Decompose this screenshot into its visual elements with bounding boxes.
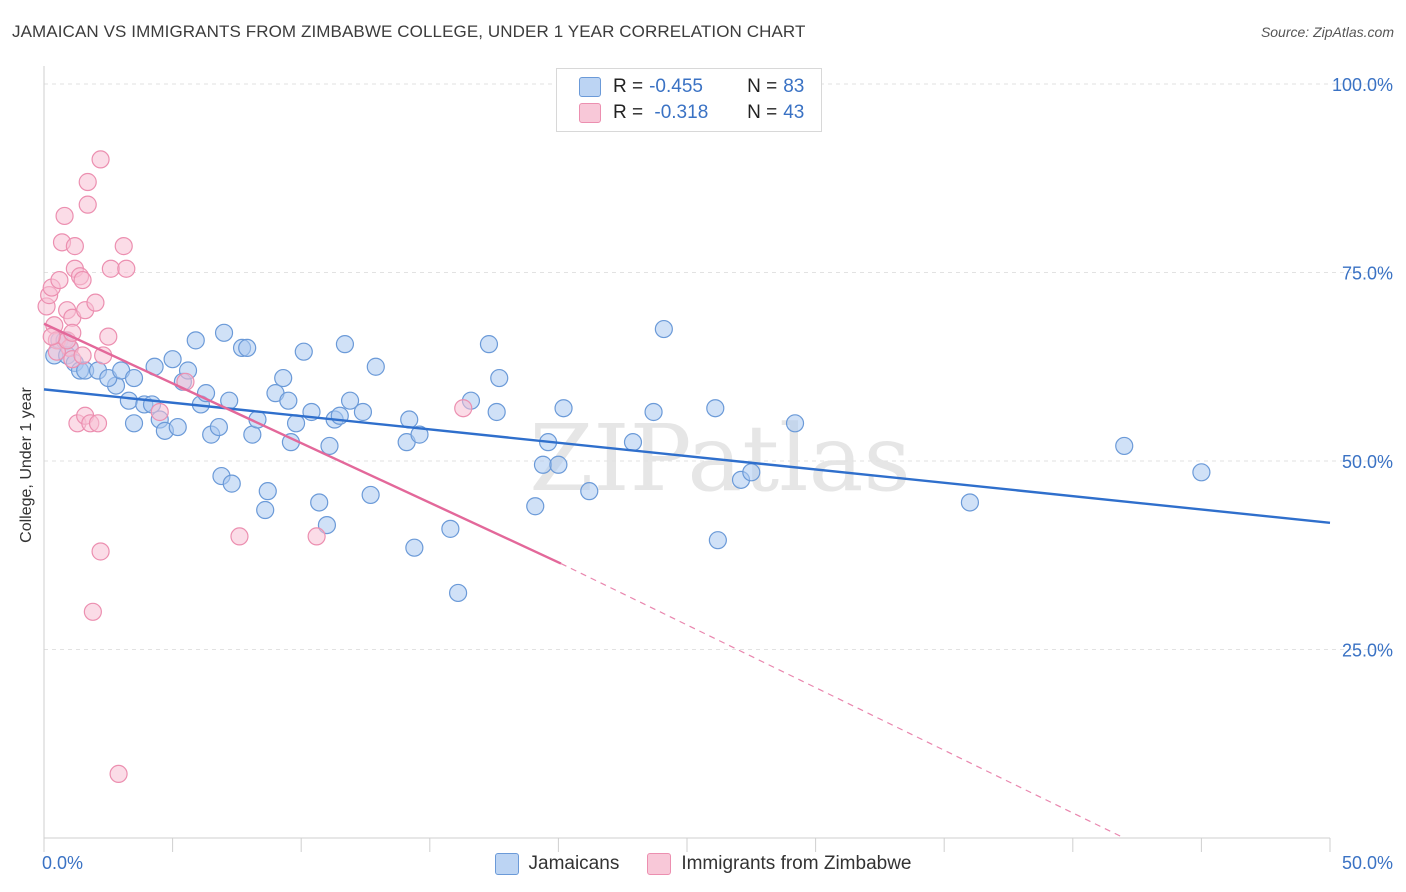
zimbabwe-point (230, 527, 249, 546)
y-tick-label: 75.0% (1342, 264, 1393, 284)
jamaicans-point (623, 433, 643, 452)
jamaicans-trend-line (43, 388, 1331, 525)
jamaicans-point (742, 463, 761, 482)
jamaicans-point (243, 425, 262, 444)
jamaicans-point (119, 391, 138, 410)
y-tick-label: 25.0% (1342, 641, 1393, 661)
zimbabwe-point (50, 270, 69, 290)
zimbabwe-point (65, 237, 84, 256)
n-value: 83 (783, 76, 805, 97)
jamaicans-point (706, 399, 725, 418)
r-value: -0.318 (649, 102, 709, 123)
r-label: R = (613, 102, 644, 123)
n-value: 43 (783, 102, 805, 123)
jamaicans-point (1192, 463, 1211, 482)
zimbabwe-point (307, 527, 326, 546)
legend-label-jamaicans: Jamaicans (528, 853, 620, 874)
legend-item-zimbabwe[interactable]: Immigrants from Zimbabwe (647, 853, 912, 875)
chart-title: JAMAICAN VS IMMIGRANTS FROM ZIMBABWE COL… (12, 22, 806, 41)
jamaicans-point (405, 538, 424, 557)
jamaicans-point (361, 485, 380, 505)
jamaicans-point (124, 368, 144, 388)
stats-legend-row-jamaicans: R = -0.455 N = 83 (579, 75, 804, 99)
zimbabwe-trend-line (43, 322, 562, 565)
x-tick-label: 50.0% (1342, 853, 1393, 873)
jamaicans-point (490, 368, 509, 388)
source-label: Source: ZipAtlas.com (1260, 24, 1394, 40)
jamaicans-point (487, 402, 506, 422)
jamaicans-point (353, 402, 373, 422)
n-label: N = (747, 76, 778, 97)
jamaicans-point (366, 357, 385, 376)
jamaicans-point (168, 417, 187, 437)
zimbabwe-swatch (579, 103, 601, 123)
zimbabwe-point (78, 172, 97, 192)
jamaicans-point (580, 482, 599, 501)
zimbabwe-point (99, 327, 118, 346)
jamaicans-point (410, 425, 429, 444)
jamaicans-point (222, 474, 241, 493)
jamaicans-point (644, 402, 663, 422)
jamaicans-point (441, 519, 460, 538)
jamaicans-point (479, 335, 499, 354)
jamaicans-point (124, 414, 144, 433)
x-tick-label: 0.0% (42, 853, 83, 873)
y-tick-label: 100.0% (1332, 75, 1393, 95)
jamaicans-point (310, 493, 329, 512)
legend-item-jamaicans[interactable]: Jamaicans (494, 853, 620, 875)
zimbabwe-point (117, 259, 136, 278)
jamaicans-point (256, 500, 275, 520)
zimbabwe-point (114, 237, 133, 256)
jamaicans-point (320, 436, 339, 456)
jamaicans-swatch (494, 853, 519, 875)
jamaicans-point (526, 497, 545, 516)
zimbabwe-point (73, 270, 92, 290)
jamaicans-point (258, 482, 277, 501)
jamaicans-point (274, 368, 293, 388)
zimbabwe-point (91, 150, 110, 169)
zimbabwe-point (83, 602, 102, 621)
n-label: N = (747, 102, 778, 123)
jamaicans-point (960, 493, 980, 512)
zimbabwe-point (91, 542, 110, 561)
zimbabwe-point (150, 402, 169, 422)
jamaicans-point (294, 342, 313, 361)
jamaicans-point (785, 414, 805, 433)
zimbabwe-point (88, 414, 108, 433)
jamaicans-point (335, 335, 355, 354)
zimbabwe-point (454, 399, 473, 418)
jamaicans-point (448, 583, 468, 603)
jamaicans-point (163, 350, 182, 369)
zimbabwe-point (78, 195, 97, 214)
jamaicans-point (279, 391, 298, 410)
zimbabwe-point (101, 259, 120, 278)
jamaicans-point (238, 338, 257, 357)
jamaicans-point (654, 319, 673, 339)
zimbabwe-point (55, 206, 74, 226)
jamaicans-point (708, 531, 727, 550)
jamaicans-point (317, 515, 337, 535)
zimbabwe-point (73, 346, 92, 365)
jamaicans-point (554, 399, 573, 418)
legend-label-zimbabwe: Immigrants from Zimbabwe (681, 853, 912, 874)
r-value: -0.455 (649, 76, 703, 97)
zimbabwe-point (86, 293, 105, 312)
y-tick-label: 50.0% (1342, 452, 1393, 472)
jamaicans-point (209, 417, 228, 437)
jamaicans-point (214, 323, 234, 342)
zimbabwe-trend-extension (560, 563, 1125, 839)
zimbabwe-point (109, 764, 128, 784)
r-label: R = (613, 76, 644, 97)
jamaicans-point (1115, 436, 1134, 456)
stats-legend-row-zimbabwe: R = -0.318 N = 43 (579, 101, 804, 125)
stats-legend: R = -0.455 N = 83 R = -0.318 N = 43 (556, 68, 822, 132)
jamaicans-swatch (579, 77, 601, 97)
jamaicans-point (533, 455, 553, 474)
series-legend: Jamaicans Immigrants from Zimbabwe (0, 852, 1406, 876)
jamaicans-point (340, 391, 360, 410)
zimbabwe-swatch (647, 853, 672, 875)
jamaicans-point (186, 331, 205, 350)
jamaicans-point (549, 455, 568, 474)
